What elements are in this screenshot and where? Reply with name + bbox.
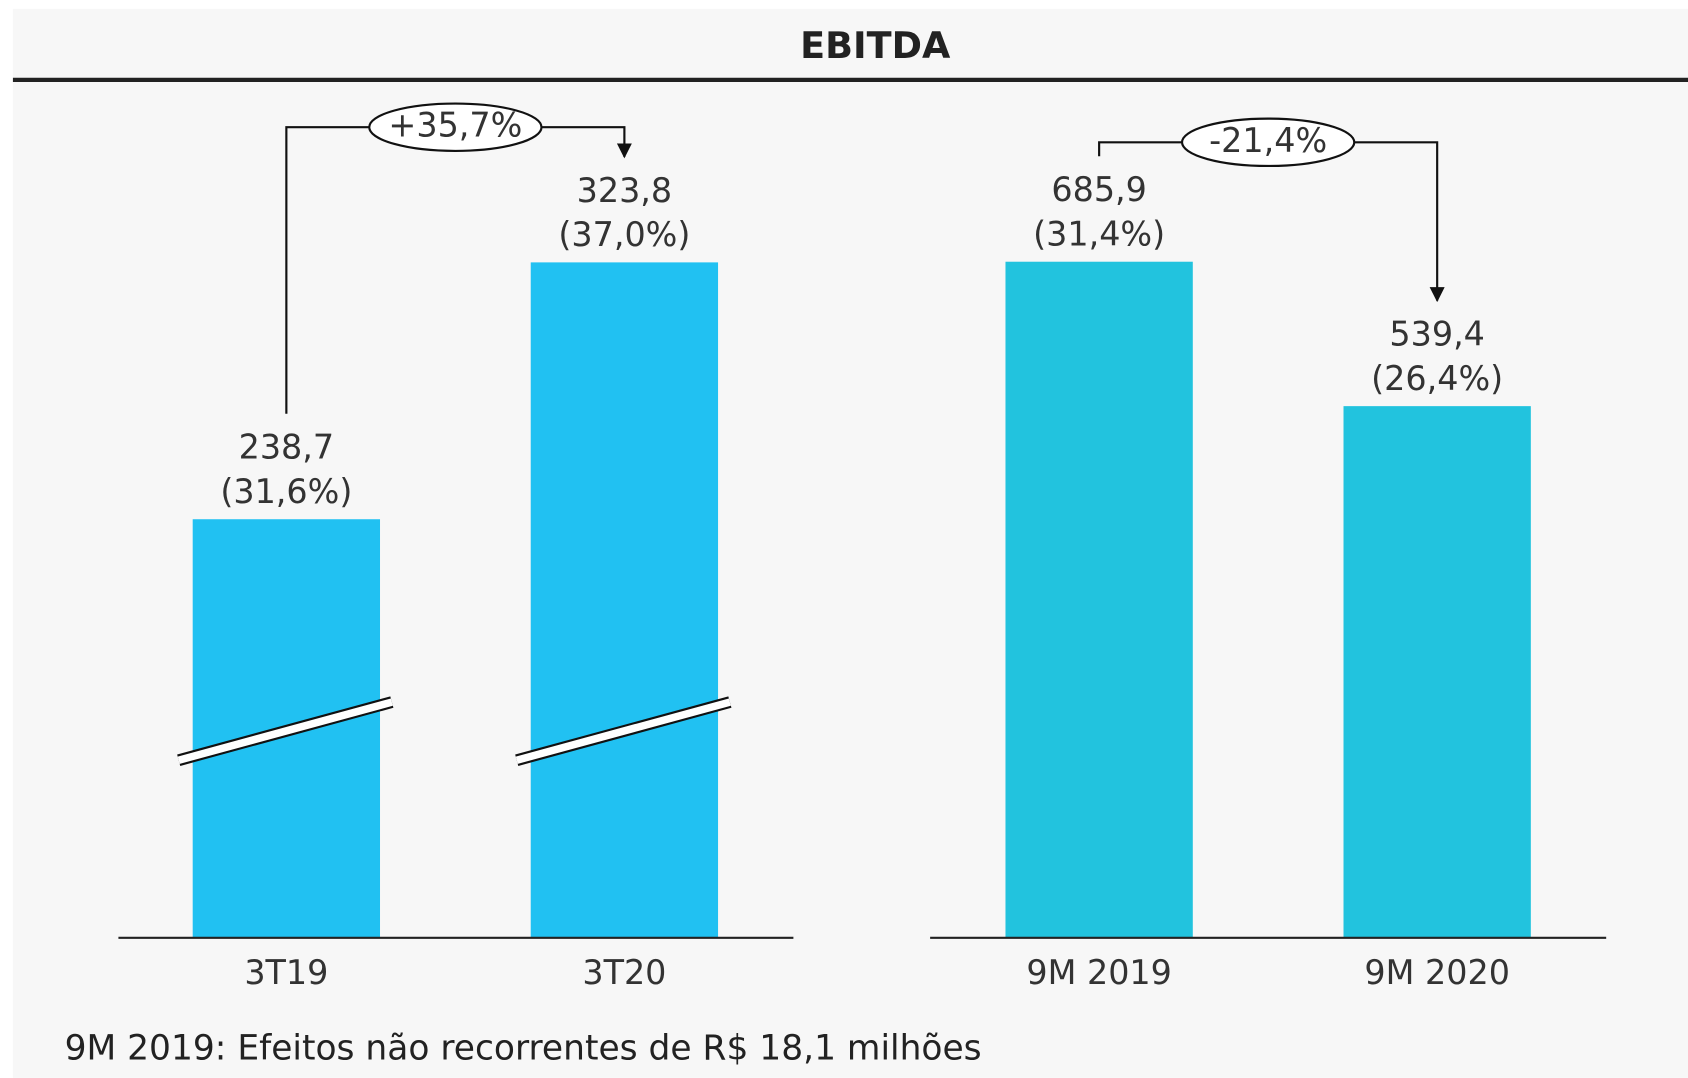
- value-label: 238,7: [239, 428, 335, 467]
- x-tick-label: 3T20: [582, 953, 666, 992]
- margin-label: (26,4%): [1371, 359, 1503, 398]
- change-label: +35,7%: [388, 106, 522, 145]
- bar: [530, 262, 719, 938]
- x-tick-label: 3T19: [244, 953, 328, 992]
- footnote: 9M 2019: Efeitos não recorrentes de R$ 1…: [65, 1028, 982, 1068]
- value-label: 323,8: [577, 171, 673, 210]
- change-label: -21,4%: [1209, 121, 1327, 160]
- value-label: 685,9: [1051, 170, 1147, 209]
- margin-label: (31,4%): [1033, 214, 1165, 253]
- axis-break: [515, 698, 731, 764]
- margin-label: (37,0%): [558, 215, 690, 254]
- x-tick-label: 9M 2020: [1364, 953, 1510, 992]
- bar: [1005, 261, 1193, 938]
- value-label: 539,4: [1389, 315, 1485, 354]
- change-badge: [1180, 117, 1356, 168]
- change-badge: [368, 102, 543, 152]
- bar: [1343, 406, 1531, 938]
- chart-title: EBITDA: [800, 24, 951, 67]
- x-tick-label: 9M 2019: [1026, 953, 1172, 992]
- margin-label: (31,6%): [220, 472, 352, 511]
- axis-break: [177, 698, 393, 764]
